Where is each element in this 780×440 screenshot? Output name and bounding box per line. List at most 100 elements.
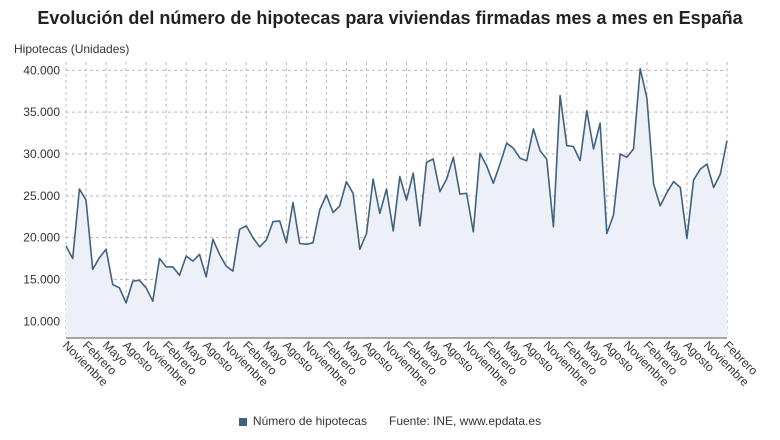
data-point bbox=[239, 229, 241, 231]
x-tick-labels: NoviembreFebreroMayoAgostoNoviembreFebre… bbox=[60, 338, 761, 389]
data-point bbox=[519, 157, 521, 159]
data-point bbox=[473, 231, 475, 233]
data-point bbox=[406, 199, 408, 201]
y-axis-label: Hipotecas (Unidades) bbox=[14, 42, 130, 56]
data-point bbox=[172, 266, 174, 268]
y-tick-label: 30.000 bbox=[23, 147, 60, 161]
data-point bbox=[506, 142, 508, 144]
legend-swatch bbox=[238, 417, 247, 426]
data-point bbox=[65, 245, 67, 247]
data-point bbox=[619, 153, 621, 155]
data-point bbox=[119, 287, 121, 289]
data-point bbox=[439, 191, 441, 193]
data-point bbox=[292, 202, 294, 204]
legend-label: Número de hipotecas bbox=[252, 414, 367, 428]
data-point bbox=[85, 199, 87, 201]
data-point bbox=[299, 243, 301, 245]
data-point bbox=[533, 128, 535, 130]
data-point bbox=[586, 110, 588, 112]
data-point bbox=[412, 172, 414, 174]
data-point bbox=[573, 146, 575, 148]
data-point bbox=[159, 258, 161, 260]
source-note: Fuente: INE, www.epdata.es bbox=[388, 414, 542, 428]
data-point bbox=[539, 150, 541, 152]
data-point bbox=[639, 68, 641, 70]
data-point bbox=[559, 95, 561, 97]
data-point bbox=[419, 225, 421, 227]
data-point bbox=[599, 122, 601, 124]
data-point bbox=[686, 238, 688, 240]
data-point bbox=[593, 148, 595, 150]
data-point bbox=[386, 188, 388, 190]
legend: Número de hipotecas Fuente: INE, www.epda… bbox=[0, 414, 780, 428]
data-point bbox=[499, 163, 501, 165]
data-point bbox=[700, 168, 702, 170]
data-point bbox=[426, 162, 428, 164]
data-point bbox=[673, 181, 675, 183]
data-point bbox=[259, 246, 261, 248]
data-point bbox=[92, 269, 94, 271]
data-point bbox=[479, 152, 481, 154]
data-point bbox=[232, 270, 234, 272]
data-point bbox=[633, 148, 635, 150]
data-point bbox=[332, 212, 334, 214]
data-point bbox=[312, 242, 314, 244]
data-point bbox=[666, 192, 668, 194]
data-point bbox=[105, 249, 107, 251]
data-point bbox=[205, 276, 207, 278]
data-point bbox=[613, 214, 615, 216]
data-point bbox=[79, 188, 81, 190]
data-point bbox=[379, 213, 381, 215]
y-tick-labels: 10.000 15.000 20.000 25.000 30.000 35.000 40.0… bbox=[23, 63, 60, 328]
data-point bbox=[566, 145, 568, 147]
chart-title: Evolución del número de hipotecas para v… bbox=[37, 8, 743, 28]
data-point bbox=[306, 244, 308, 246]
data-point bbox=[713, 187, 715, 189]
data-point bbox=[359, 249, 361, 251]
data-point bbox=[653, 183, 655, 185]
data-point bbox=[225, 265, 227, 267]
data-point bbox=[446, 178, 448, 180]
data-point bbox=[366, 233, 368, 235]
data-point bbox=[165, 266, 167, 268]
data-point bbox=[706, 163, 708, 165]
data-point bbox=[266, 239, 268, 241]
data-point bbox=[279, 220, 281, 222]
data-point bbox=[432, 158, 434, 160]
data-point bbox=[339, 205, 341, 207]
data-point bbox=[680, 187, 682, 189]
data-point bbox=[546, 158, 548, 160]
data-point bbox=[286, 242, 288, 244]
data-point bbox=[626, 157, 628, 159]
data-point bbox=[372, 178, 374, 180]
data-point bbox=[493, 183, 495, 185]
data-point bbox=[579, 160, 581, 162]
data-point bbox=[219, 254, 221, 256]
data-point bbox=[399, 176, 401, 178]
data-point bbox=[392, 230, 394, 232]
data-point bbox=[486, 165, 488, 167]
data-point bbox=[326, 194, 328, 196]
data-point bbox=[246, 225, 248, 227]
data-point bbox=[112, 284, 114, 286]
data-point bbox=[693, 179, 695, 181]
data-point bbox=[185, 255, 187, 257]
data-point bbox=[346, 181, 348, 183]
series-line bbox=[65, 67, 728, 304]
data-point bbox=[319, 209, 321, 211]
data-point bbox=[125, 302, 127, 304]
data-point bbox=[145, 287, 147, 289]
data-point bbox=[526, 160, 528, 162]
data-point bbox=[139, 280, 141, 282]
data-point bbox=[553, 226, 555, 228]
y-tick-label: 35.000 bbox=[23, 105, 60, 119]
data-point bbox=[199, 254, 201, 256]
data-point bbox=[606, 233, 608, 235]
data-point bbox=[72, 258, 74, 260]
data-point bbox=[726, 140, 728, 142]
data-point bbox=[466, 193, 468, 195]
data-point bbox=[152, 300, 154, 302]
data-point bbox=[659, 205, 661, 207]
y-tick-label: 25.000 bbox=[23, 189, 60, 203]
